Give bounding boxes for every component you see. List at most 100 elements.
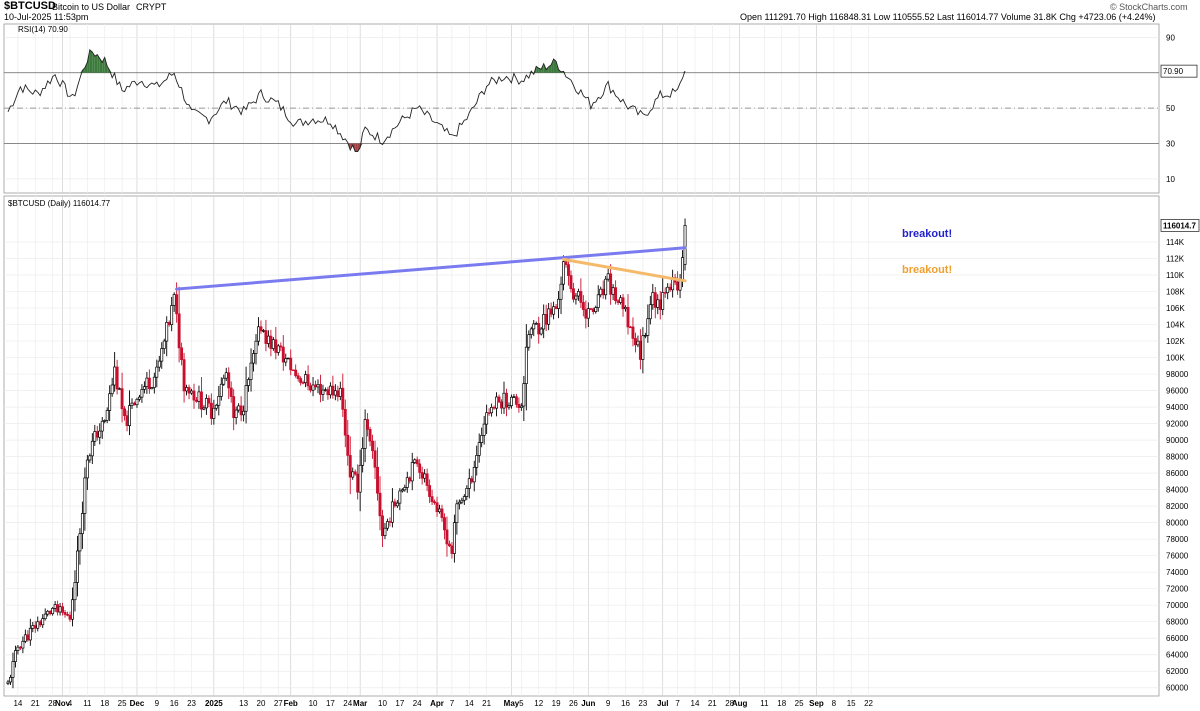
candle-body — [214, 404, 218, 409]
price-y-label: 100K — [1166, 354, 1185, 363]
candle-body — [276, 345, 280, 353]
price-y-label: 64000 — [1166, 651, 1189, 660]
price-y-label: 88000 — [1166, 453, 1189, 462]
x-tick-label: 25 — [795, 699, 804, 708]
candle-body — [641, 335, 645, 360]
candle-body — [423, 473, 427, 479]
candle-body — [16, 646, 20, 651]
candle-body — [172, 294, 176, 306]
x-tick-label: Apr — [430, 699, 444, 708]
x-tick-label: 14 — [465, 699, 474, 708]
candle-body — [242, 410, 246, 416]
candle-body — [199, 391, 203, 410]
rsi-last-value-box — [1160, 64, 1198, 78]
x-tick-label: Dec — [130, 699, 145, 708]
rsi-overbought-fill — [94, 54, 98, 73]
candle-body — [651, 292, 655, 306]
candle-body — [197, 391, 201, 402]
candle-body — [410, 462, 414, 482]
candle-body — [681, 257, 685, 281]
candle-body — [581, 302, 585, 310]
candle-body — [118, 388, 122, 390]
price-y-label: 60000 — [1166, 684, 1189, 693]
candle-body — [162, 340, 166, 349]
candle-body — [460, 499, 464, 503]
candle-body — [505, 392, 508, 408]
candle-body — [331, 385, 335, 396]
candle-body — [304, 374, 308, 383]
candle-body — [137, 396, 141, 400]
candle-body — [6, 681, 10, 684]
ticker-symbol: $BTCUSD — [4, 0, 56, 12]
candle-body — [443, 517, 446, 531]
candle-body — [98, 430, 102, 438]
candle-body — [11, 661, 15, 678]
rsi-overbought-fill — [89, 49, 93, 73]
candle-body — [405, 477, 409, 488]
x-tick-label: 10 — [378, 699, 387, 708]
candle-body — [415, 459, 419, 465]
x-tick-label: 4 — [68, 699, 73, 708]
candle-body — [46, 610, 50, 615]
x-tick-label: 21 — [31, 699, 40, 708]
x-tick-label: 20 — [257, 699, 266, 708]
candle-body — [18, 646, 22, 649]
x-tick-label: May — [504, 699, 520, 708]
candle-body — [596, 294, 600, 308]
candle-body — [599, 288, 603, 296]
candle-body — [683, 225, 687, 265]
candle-body — [676, 281, 680, 291]
candle-body — [376, 466, 379, 494]
candle-body — [195, 399, 198, 402]
candle-body — [616, 300, 620, 303]
price-y-label: 78000 — [1166, 535, 1189, 544]
price-y-label: 112K — [1166, 255, 1185, 264]
price-y-label: 70000 — [1166, 601, 1189, 610]
candle-body — [301, 382, 305, 384]
x-tick-label: Mar — [353, 699, 367, 708]
rsi-title: RSI(14) 70.90 — [18, 25, 68, 34]
candle-body — [105, 410, 109, 421]
candle-body — [351, 471, 355, 478]
candle-body — [187, 387, 191, 394]
candle-body — [222, 377, 226, 385]
candle-body — [482, 423, 486, 436]
x-tick-label: Nov — [55, 699, 71, 708]
x-tick-label: 17 — [395, 699, 404, 708]
candle-body — [606, 273, 610, 280]
candle-body — [457, 501, 461, 505]
candle-body — [271, 339, 275, 349]
candle-body — [619, 297, 623, 303]
candle-body — [232, 396, 236, 418]
candle-body — [631, 326, 635, 339]
candle-body — [507, 405, 511, 408]
blue-trendline — [175, 246, 687, 291]
candle-body — [495, 396, 499, 409]
candle-body — [142, 386, 146, 390]
candle-body — [152, 376, 156, 388]
candle-body — [209, 402, 213, 419]
candle-body — [408, 477, 412, 482]
candle-body — [420, 472, 424, 479]
source-credit: © StockCharts.com — [1110, 2, 1188, 12]
rsi-y-label: 10 — [1166, 175, 1175, 184]
rsi-overbought-fill — [553, 58, 557, 73]
candle-body — [289, 357, 293, 371]
candle-body — [85, 459, 89, 479]
candle-body — [398, 490, 402, 504]
price-y-label: 110K — [1166, 271, 1185, 280]
candle-body — [385, 521, 389, 529]
x-tick-label: 11 — [83, 699, 92, 708]
price-y-label: 66000 — [1166, 634, 1189, 643]
candle-body — [502, 392, 506, 409]
x-tick-label: 27 — [274, 699, 283, 708]
candle-body — [26, 634, 30, 641]
x-tick-label: 9 — [606, 699, 611, 708]
candle-body — [485, 412, 489, 425]
price-y-label: 104K — [1166, 321, 1185, 330]
orange-trendline — [562, 257, 687, 283]
candle-body — [356, 473, 360, 493]
candle-body — [480, 434, 484, 443]
candle-body — [38, 621, 42, 626]
candle-body — [492, 407, 496, 409]
